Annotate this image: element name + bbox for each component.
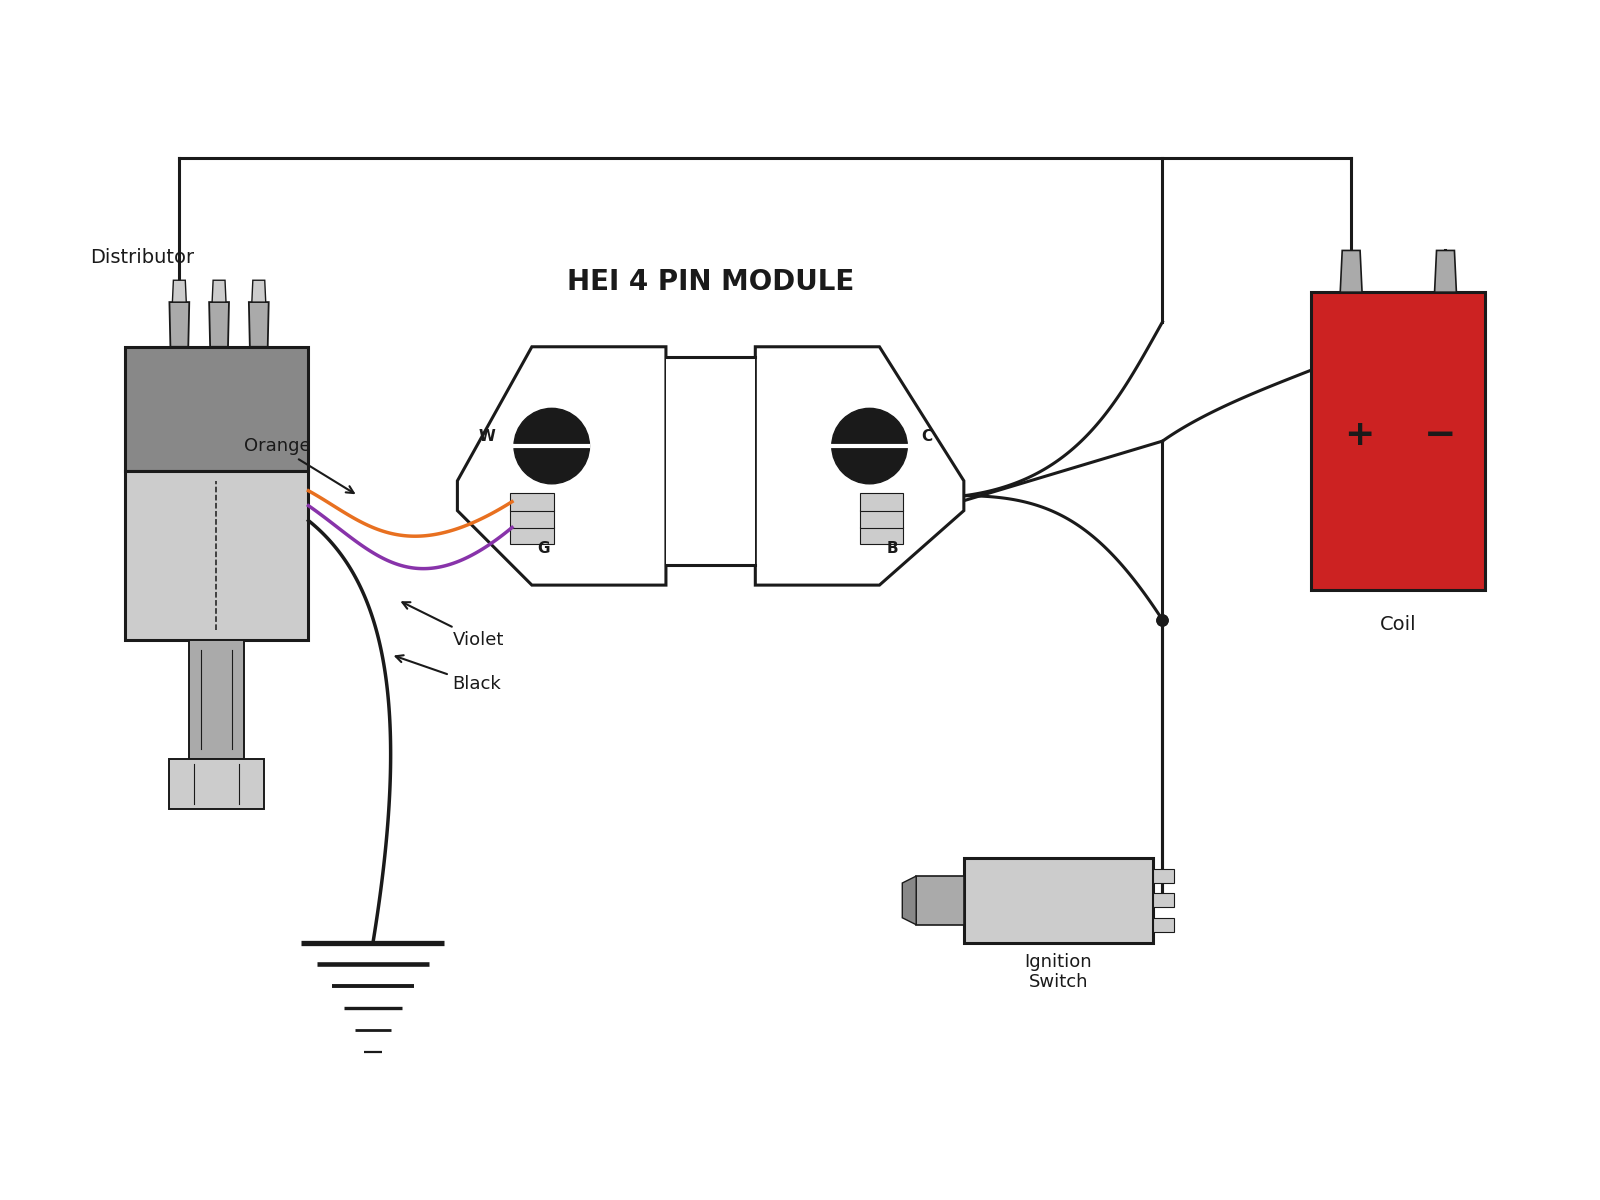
- Text: Black: Black: [395, 655, 501, 694]
- Circle shape: [832, 408, 907, 484]
- Polygon shape: [1312, 292, 1485, 590]
- Polygon shape: [213, 281, 226, 302]
- Text: W: W: [478, 428, 496, 444]
- Text: Coil: Coil: [1381, 614, 1416, 634]
- Polygon shape: [859, 527, 904, 545]
- Polygon shape: [458, 347, 666, 586]
- Polygon shape: [755, 347, 963, 586]
- Text: −: −: [1424, 416, 1458, 454]
- Polygon shape: [125, 470, 309, 640]
- Polygon shape: [1435, 251, 1456, 292]
- Polygon shape: [510, 493, 554, 511]
- Text: Violet: Violet: [402, 602, 504, 649]
- Polygon shape: [1152, 918, 1174, 931]
- Text: G: G: [538, 541, 550, 556]
- Text: B: B: [886, 541, 898, 556]
- Text: HEI 4 PIN MODULE: HEI 4 PIN MODULE: [566, 269, 854, 296]
- Polygon shape: [170, 302, 189, 347]
- Text: Distributor: Distributor: [90, 248, 194, 268]
- Polygon shape: [1341, 251, 1362, 292]
- Circle shape: [514, 408, 589, 484]
- Polygon shape: [902, 876, 917, 925]
- Polygon shape: [859, 493, 904, 511]
- Polygon shape: [917, 876, 963, 925]
- Polygon shape: [170, 758, 264, 809]
- Polygon shape: [250, 302, 269, 347]
- Polygon shape: [859, 510, 904, 528]
- Polygon shape: [963, 858, 1152, 943]
- Polygon shape: [251, 281, 266, 302]
- Polygon shape: [1152, 894, 1174, 907]
- Polygon shape: [210, 302, 229, 347]
- Text: C: C: [922, 428, 933, 444]
- Text: +: +: [1344, 418, 1374, 452]
- Text: Ignition
Switch: Ignition Switch: [1024, 953, 1093, 991]
- Polygon shape: [173, 281, 186, 302]
- Polygon shape: [666, 356, 755, 565]
- Polygon shape: [125, 347, 309, 470]
- Polygon shape: [510, 510, 554, 528]
- Polygon shape: [189, 640, 243, 758]
- Text: Orange: Orange: [243, 437, 354, 493]
- Polygon shape: [1152, 869, 1174, 883]
- Polygon shape: [510, 527, 554, 545]
